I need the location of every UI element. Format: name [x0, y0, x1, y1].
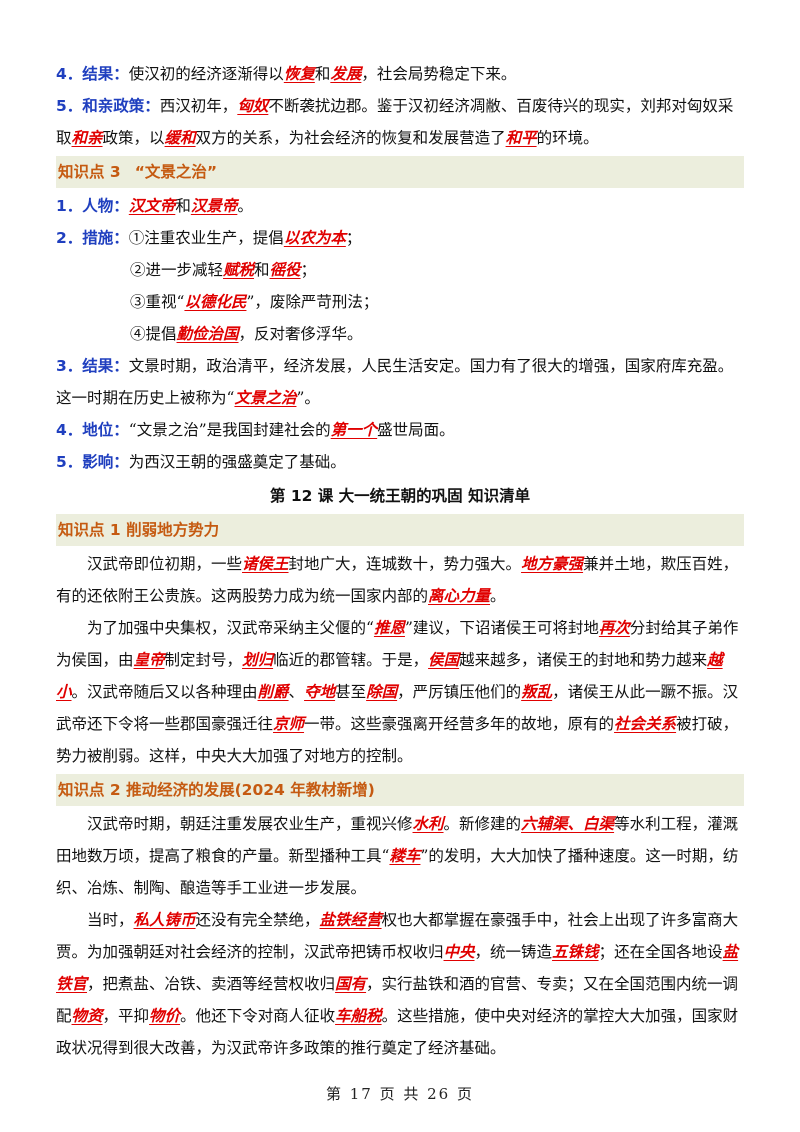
influence-paragraph: 5．影响：为西汉王朝的强盛奠定了基础。	[56, 453, 346, 471]
keyword: 物价	[149, 1006, 181, 1025]
keyword: 国有	[335, 974, 367, 993]
keyword: 和亲	[71, 128, 103, 147]
keyword: 社会关系	[614, 714, 677, 733]
keyword: 叛乱	[521, 682, 553, 701]
keyword: 车船税	[335, 1006, 382, 1025]
result-paragraph: 4．结果：使汉初的经济逐渐得以恢复和发展，社会局势稳定下来。	[56, 64, 517, 83]
keyword: 诸侯王	[242, 554, 289, 573]
section-heading-kp1: 知识点 1 削弱地方势力	[56, 514, 744, 546]
keyword: 盐铁官	[56, 942, 739, 993]
keyword: 越小	[56, 650, 723, 701]
keyword: 发展	[330, 64, 362, 83]
keyword: 汉文帝	[128, 196, 176, 215]
figures-paragraph: 1．人物：汉文帝和汉景帝。	[56, 196, 253, 215]
keyword: 耧车	[389, 846, 421, 865]
keyword: 六辅渠、白渠	[521, 814, 615, 833]
keyword: 夺地	[304, 682, 336, 701]
section-heading-kp3: 知识点 3 “文景之治”	[56, 156, 744, 188]
keyword: 徭役	[269, 260, 301, 279]
keyword: 以德化民	[184, 292, 247, 311]
keyword: 匈奴	[237, 96, 269, 115]
page-footer: 第 17 页 共 26 页	[325, 1085, 474, 1103]
keyword: 文景之治	[234, 388, 297, 407]
section-heading-kp2: 知识点 2 推动经济的发展(2024 年教材新增)	[56, 774, 744, 806]
keyword: 除国	[366, 682, 398, 701]
keyword: 缓和	[164, 128, 196, 147]
measure-item: ④提倡勤俭治国，反对奢侈浮华。	[130, 324, 363, 343]
keyword: 汉景帝	[190, 196, 238, 215]
keyword: 地方豪强	[521, 554, 584, 573]
keyword: 水利	[412, 814, 444, 833]
keyword: 推恩	[373, 618, 405, 637]
keyword: 以农为本	[283, 228, 346, 247]
keyword: 再次	[598, 618, 630, 637]
status-paragraph: 4．地位：“文景之治”是我国封建社会的第一个盛世局面。	[56, 420, 455, 439]
document-page: 4．结果：使汉初的经济逐渐得以恢复和发展，社会局势稳定下来。 5．和亲政策：西汉…	[56, 58, 744, 1064]
keyword: 削爵	[257, 682, 289, 701]
keyword: 侯国	[428, 650, 460, 669]
keyword: 第一个	[330, 420, 378, 439]
keyword: 盐铁经营	[319, 910, 382, 929]
keyword: 五铢钱	[552, 942, 599, 961]
heqin-label: 5．和亲政策：	[56, 97, 160, 115]
result-label: 4．结果：	[56, 65, 129, 83]
keyword: 划归	[242, 650, 274, 669]
body-paragraph: 汉武帝时期，朝廷注重发展农业生产，重视兴修水利。新修建的六辅渠、白渠等水利工程，…	[56, 814, 739, 897]
heqin-paragraph: 5．和亲政策：西汉初年，匈奴不断袭扰边郡。鉴于汉初经济凋敝、百废待兴的现实，刘邦…	[56, 96, 734, 147]
keyword: 赋税	[223, 260, 255, 279]
outcome-paragraph: 3．结果：文景时期，政治清平，经济发展，人民生活安定。国力有了很大的增强，国家府…	[56, 357, 734, 407]
measures-paragraph: 2．措施：①注重农业生产，提倡以农为本；	[56, 228, 362, 247]
keyword: 中央	[443, 942, 475, 961]
body-paragraph: 汉武帝即位初期，一些诸侯王封地广大，连城数十，势力强大。地方豪强兼并土地，欺压百…	[56, 554, 739, 605]
keyword: 离心力量	[428, 586, 491, 605]
lesson-title: 第 12 课 大一统王朝的巩固 知识清单	[269, 487, 531, 505]
keyword: 和平	[505, 128, 537, 147]
measure-item: ②进一步减轻赋税和徭役；	[130, 260, 317, 279]
body-paragraph: 为了加强中央集权，汉武帝采纳主父偃的“推恩”建议，下诏诸侯王可将封地再次分封给其…	[56, 618, 739, 765]
keyword: 恢复	[283, 64, 315, 83]
keyword: 物资	[71, 1006, 103, 1025]
keyword: 私人铸币	[133, 910, 196, 929]
keyword: 勤俭治国	[176, 324, 239, 343]
measure-item: ③重视“以德化民”，废除严苛刑法；	[130, 292, 379, 311]
body-paragraph: 当时，私人铸币还没有完全禁绝，盐铁经营权也大都掌握在豪强手中，社会上出现了许多富…	[56, 910, 739, 1057]
keyword: 京师	[273, 714, 305, 733]
keyword: 皇帝	[133, 650, 165, 669]
